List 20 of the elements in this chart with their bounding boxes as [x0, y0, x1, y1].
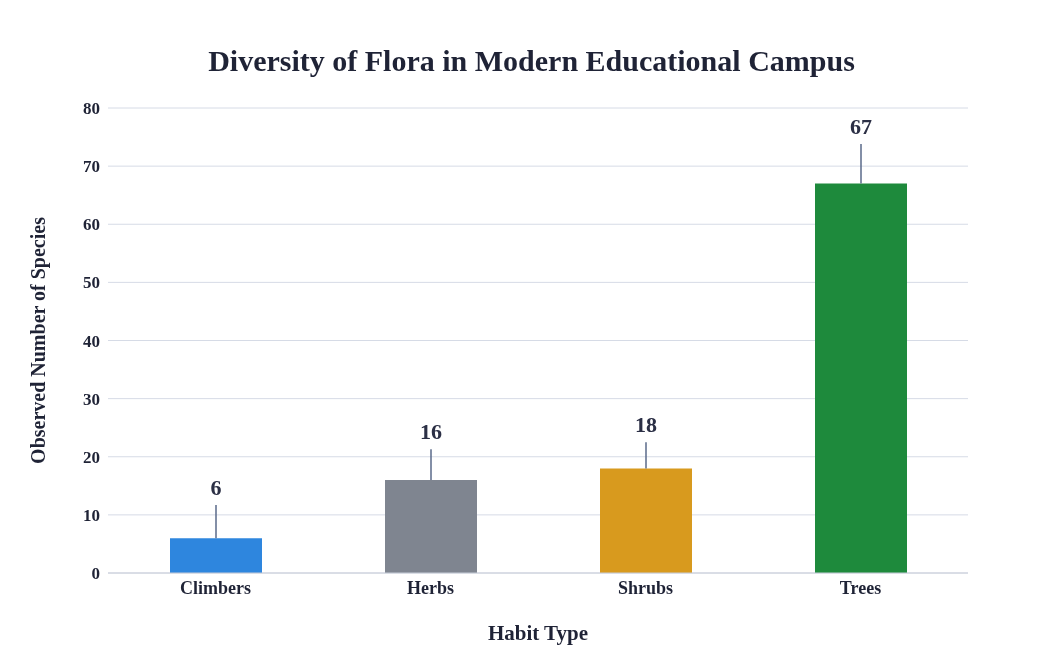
y-tick-label: 50	[83, 273, 100, 293]
y-tick-label: 0	[91, 564, 100, 584]
chart-title: Diversity of Flora in Modern Educational Campus	[207, 43, 856, 79]
x-tick-label: Climbers	[180, 577, 251, 598]
x-tick-label: Shrubs	[617, 577, 674, 598]
data-label: 16	[420, 419, 442, 445]
data-label: 6	[210, 474, 222, 500]
y-tick-label: 70	[83, 157, 100, 177]
data-label: 67	[850, 114, 872, 140]
y-axis-title: Observed Number of Species	[27, 216, 51, 464]
x-tick-label: Herbs	[407, 577, 454, 598]
y-tick-label: 40	[83, 331, 100, 351]
data-label: 18	[635, 412, 657, 438]
y-tick-label: 60	[83, 215, 100, 235]
x-axis-title: Habit Type	[487, 621, 589, 645]
y-tick-label: 30	[83, 389, 100, 409]
y-tick-label: 20	[83, 447, 100, 467]
x-tick-label: Trees	[839, 577, 882, 598]
y-tick-label: 10	[83, 505, 100, 525]
y-tick-label: 80	[83, 99, 100, 119]
